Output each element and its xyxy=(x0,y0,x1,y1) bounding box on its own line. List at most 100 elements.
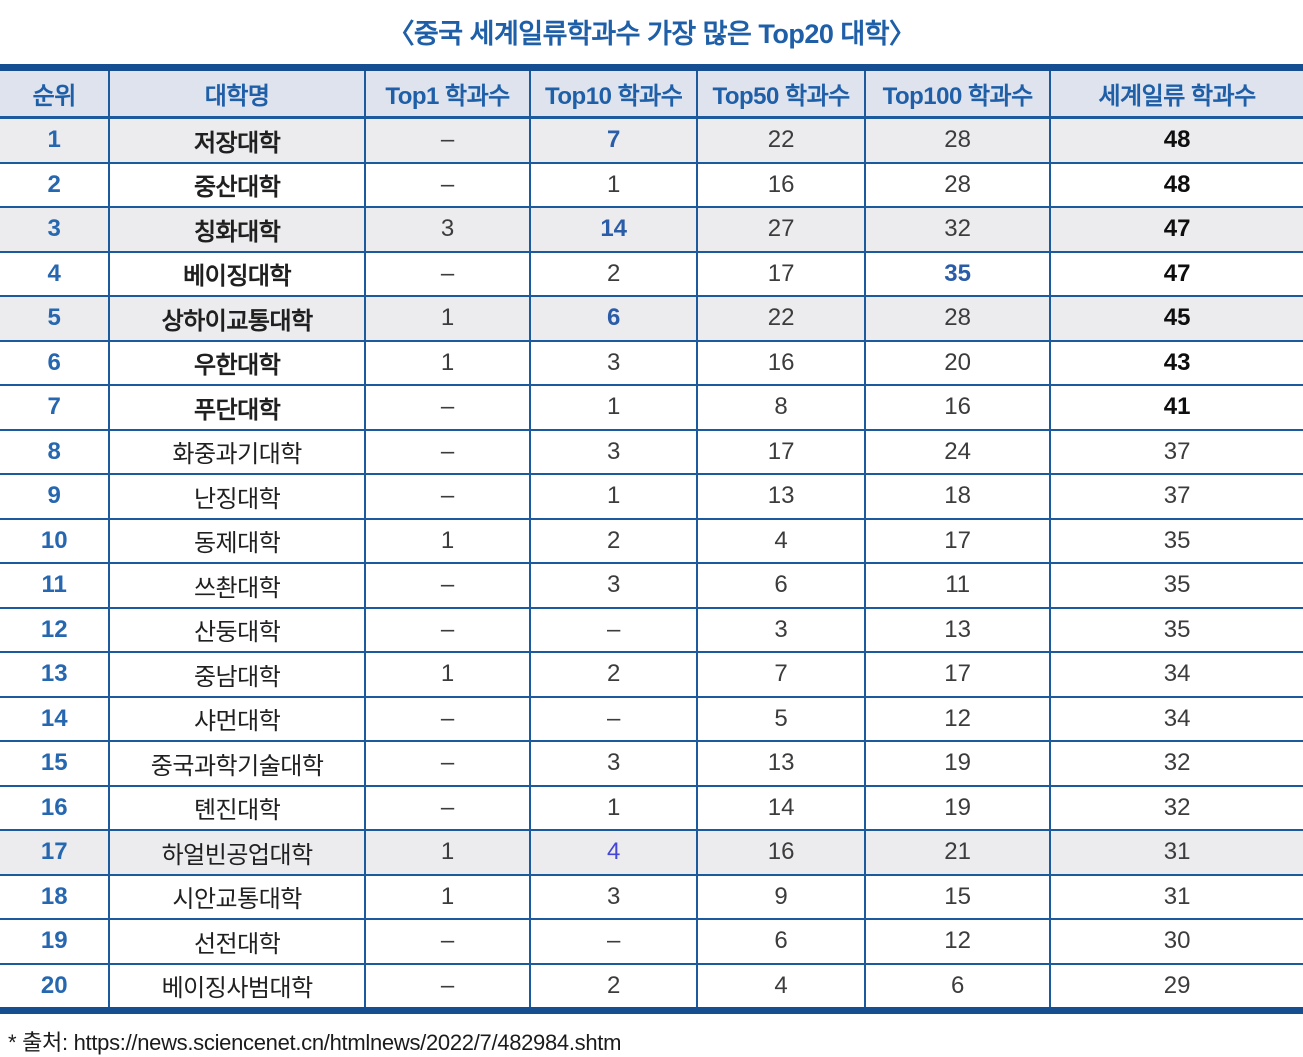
top50-count-cell: 16 xyxy=(696,339,866,385)
top1-count-cell: – xyxy=(363,117,531,163)
header-row: 순위 대학명 Top1 학과수 Top10 학과수 Top50 학과수 Top1… xyxy=(0,67,1303,119)
top50-count-cell: 6 xyxy=(696,562,866,608)
top100-count-cell: 32 xyxy=(864,206,1051,252)
top50-count-cell: 3 xyxy=(696,606,866,652)
column-header-top1: Top1 학과수 xyxy=(363,67,531,119)
rank-cell: 20 xyxy=(0,962,110,1011)
top1-count-cell: – xyxy=(363,250,531,296)
top10-count-cell: – xyxy=(529,918,698,964)
top1-count-cell: 1 xyxy=(363,829,531,875)
world-class-count-cell: 43 xyxy=(1049,339,1303,385)
top50-count-cell: 14 xyxy=(696,784,866,830)
rank-cell: 15 xyxy=(0,740,110,786)
university-name-cell: 칭화대학 xyxy=(108,206,365,252)
column-header-university: 대학명 xyxy=(108,67,365,119)
university-name-cell: 상하이교통대학 xyxy=(108,295,365,341)
top50-count-cell: 5 xyxy=(696,695,866,741)
top100-count-cell: 21 xyxy=(864,829,1051,875)
top10-count-cell: 3 xyxy=(529,562,698,608)
top50-count-cell: 4 xyxy=(696,517,866,563)
university-name-cell: 샤먼대학 xyxy=(108,695,365,741)
top1-count-cell: 1 xyxy=(363,295,531,341)
world-class-count-cell: 35 xyxy=(1049,517,1303,563)
world-class-count-cell: 35 xyxy=(1049,562,1303,608)
university-name-cell: 우한대학 xyxy=(108,339,365,385)
rank-cell: 10 xyxy=(0,517,110,563)
top10-count-cell: 4 xyxy=(529,829,698,875)
university-name-cell: 동제대학 xyxy=(108,517,365,563)
table-header: 순위 대학명 Top1 학과수 Top10 학과수 Top50 학과수 Top1… xyxy=(0,67,1303,119)
university-name-cell: 난징대학 xyxy=(108,473,365,519)
rank-cell: 14 xyxy=(0,695,110,741)
top10-count-cell: – xyxy=(529,606,698,652)
top1-count-cell: – xyxy=(363,473,531,519)
university-name-cell: 중남대학 xyxy=(108,651,365,697)
top1-count-cell: – xyxy=(363,384,531,430)
rank-cell: 18 xyxy=(0,873,110,919)
table-row: 12 산둥대학 – –3 13 35 xyxy=(0,606,1303,652)
rank-cell: 2 xyxy=(0,161,110,207)
rank-cell: 5 xyxy=(0,295,110,341)
top10-count-cell: 3 xyxy=(529,339,698,385)
top50-count-cell: 6 xyxy=(696,918,866,964)
top100-count-cell: 28 xyxy=(864,117,1051,163)
world-class-count-cell: 31 xyxy=(1049,873,1303,919)
top50-count-cell: 4 xyxy=(696,962,866,1011)
top1-count-cell: 3 xyxy=(363,206,531,252)
rank-cell: 12 xyxy=(0,606,110,652)
column-header-top50: Top50 학과수 xyxy=(696,67,866,119)
rank-cell: 6 xyxy=(0,339,110,385)
top50-count-cell: 22 xyxy=(696,117,866,163)
top10-count-cell: 3 xyxy=(529,428,698,474)
top100-count-cell: 15 xyxy=(864,873,1051,919)
university-name-cell: 저장대학 xyxy=(108,117,365,163)
university-name-cell: 중국과학기술대학 xyxy=(108,740,365,786)
table-row: 4 베이징대학 –2 17 35 47 xyxy=(0,250,1303,296)
rank-cell: 9 xyxy=(0,473,110,519)
rank-cell: 3 xyxy=(0,206,110,252)
university-name-cell: 푸단대학 xyxy=(108,384,365,430)
top50-count-cell: 9 xyxy=(696,873,866,919)
rank-cell: 7 xyxy=(0,384,110,430)
table-row: 9 난징대학 –1 13 18 37 xyxy=(0,473,1303,519)
table-row: 5 상하이교통대학 1 6 22 28 45 xyxy=(0,295,1303,341)
world-class-count-cell: 34 xyxy=(1049,695,1303,741)
table-row: 3 칭화대학 3 14 27 32 47 xyxy=(0,206,1303,252)
world-class-count-cell: 30 xyxy=(1049,918,1303,964)
top50-count-cell: 16 xyxy=(696,829,866,875)
top1-count-cell: – xyxy=(363,784,531,830)
top100-count-cell: 12 xyxy=(864,695,1051,741)
top100-count-cell: 18 xyxy=(864,473,1051,519)
world-class-count-cell: 32 xyxy=(1049,740,1303,786)
top1-count-cell: – xyxy=(363,962,531,1011)
top1-count-cell: 1 xyxy=(363,517,531,563)
top10-count-cell: 2 xyxy=(529,651,698,697)
rank-cell: 13 xyxy=(0,651,110,697)
top10-count-cell: 2 xyxy=(529,962,698,1011)
university-name-cell: 쓰촨대학 xyxy=(108,562,365,608)
top50-count-cell: 27 xyxy=(696,206,866,252)
top10-count-cell: – xyxy=(529,695,698,741)
top100-count-cell: 13 xyxy=(864,606,1051,652)
top100-count-cell: 35 xyxy=(864,250,1051,296)
top50-count-cell: 13 xyxy=(696,473,866,519)
world-class-count-cell: 32 xyxy=(1049,784,1303,830)
top100-count-cell: 28 xyxy=(864,295,1051,341)
top10-count-cell: 1 xyxy=(529,161,698,207)
table-row: 16 톈진대학 –1 14 19 32 xyxy=(0,784,1303,830)
top10-count-cell: 3 xyxy=(529,740,698,786)
world-class-count-cell: 37 xyxy=(1049,428,1303,474)
table-row: 1 저장대학 –7 22 28 48 xyxy=(0,117,1303,163)
top1-count-cell: – xyxy=(363,606,531,652)
world-class-count-cell: 48 xyxy=(1049,117,1303,163)
top50-count-cell: 16 xyxy=(696,161,866,207)
world-class-count-cell: 48 xyxy=(1049,161,1303,207)
rank-cell: 4 xyxy=(0,250,110,296)
world-class-count-cell: 47 xyxy=(1049,206,1303,252)
top100-count-cell: 6 xyxy=(864,962,1051,1011)
world-class-count-cell: 35 xyxy=(1049,606,1303,652)
table-row: 13 중남대학 1 2 7 17 34 xyxy=(0,651,1303,697)
top100-count-cell: 12 xyxy=(864,918,1051,964)
university-name-cell: 베이징사범대학 xyxy=(108,962,365,1011)
top10-count-cell: 2 xyxy=(529,250,698,296)
